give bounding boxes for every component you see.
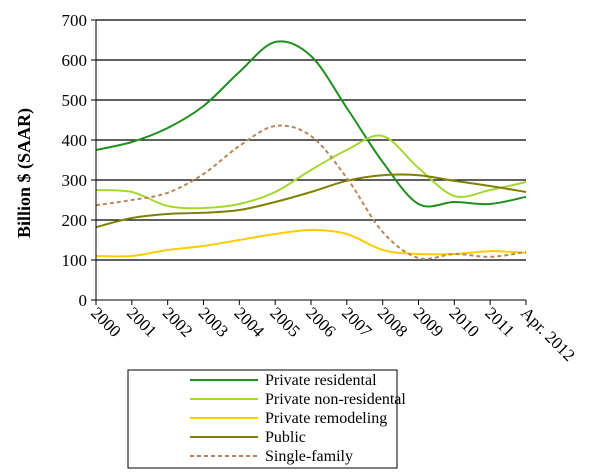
gridlines [91,19,527,305]
y-tick-label: 0 [79,291,88,310]
y-tick-label: 100 [62,251,88,270]
y-axis-label: Billion $ (SAAR) [14,108,35,238]
legend-label-private-non-residental: Private non-residental [265,391,406,408]
series-line-private-non-residental [95,134,527,210]
y-tick-label: 600 [62,51,88,70]
x-tick-label: 2003 [195,303,232,340]
x-tick-label: 2006 [302,303,339,340]
x-tick-label: 2011 [481,303,518,340]
x-tick-label: 2010 [446,303,483,340]
y-tick-label: 200 [62,211,88,230]
series-line-private-residental [95,40,527,208]
legend-label-single-family: Single-family [265,448,353,465]
axes [95,20,526,301]
legend-label-public: Public [265,429,306,446]
series-line-public [95,173,527,229]
x-tick-label: 2005 [266,303,303,340]
legend: Private residental Private non-residental… [127,369,406,469]
series-line-private-remodeling [95,228,527,258]
legend-label-private-residental: Private residental [265,372,377,389]
legend-box [127,369,398,469]
x-tick-label: 2001 [123,303,160,340]
y-tick-label: 700 [62,11,88,30]
legend-items: Private residental Private non-residental… [190,372,406,465]
x-tick-label: 2007 [338,303,376,341]
y-tick-label: 500 [62,91,88,110]
series-lines [95,40,527,260]
x-tick-label: Apr. 2012 [517,303,579,365]
y-tick-label: 400 [62,131,88,150]
y-tick-labels: 0 100 200 300 400 500 600 700 [62,11,88,310]
x-tick-label: 2008 [374,303,411,340]
x-tick-labels: 2000200120022003200420052006200720082009… [87,303,579,365]
legend-label-private-remodeling: Private remodeling [265,410,387,427]
series-line-single-family [95,124,527,260]
x-tick-label: 2000 [87,303,124,340]
y-tick-label: 300 [62,171,88,190]
x-tick-label: 2002 [159,303,196,340]
x-tick-label: 2004 [231,303,269,341]
x-tick-label: 2009 [410,303,447,340]
